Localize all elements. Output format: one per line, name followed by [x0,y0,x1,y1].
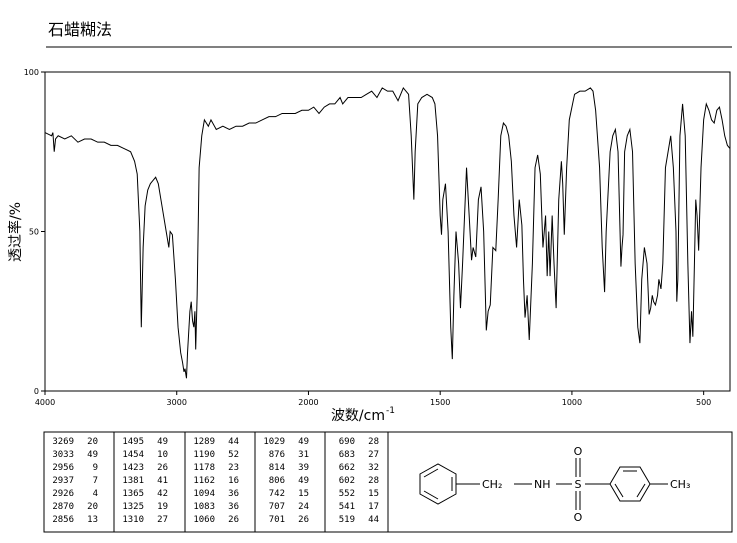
peak-transmittance: 16 [228,476,239,486]
x-axis-label: 波数/cm [331,408,385,424]
x-tick-label: 1000 [562,398,582,407]
peak-transmittance: 36 [228,502,239,512]
peak-transmittance: 31 [298,450,309,460]
peak-transmittance: 36 [228,489,239,499]
y-axis-label: 透过率/% [7,202,24,262]
peak-wavenumber: 1094 [193,489,215,499]
structure-label: NH [534,478,551,491]
peak-wavenumber: 1083 [193,502,215,512]
structure-label: CH₃ [670,478,690,491]
peak-wavenumber: 683 [339,450,355,460]
structure-label: S [575,478,582,491]
peak-transmittance: 52 [228,450,239,460]
peak-transmittance: 10 [157,450,168,460]
peak-transmittance: 9 [93,463,98,473]
peak-transmittance: 26 [157,463,168,473]
peak-transmittance: 28 [368,476,379,486]
peak-wavenumber: 1325 [122,502,144,512]
peak-wavenumber: 1495 [122,437,144,447]
peak-transmittance: 7 [93,476,98,486]
peak-wavenumber: 1310 [122,515,144,525]
peak-wavenumber: 1289 [193,437,215,447]
spectrum-line [44,86,731,379]
peak-transmittance: 15 [298,489,309,499]
peak-transmittance: 49 [157,437,168,447]
peak-transmittance: 13 [87,515,98,525]
peak-wavenumber: 552 [339,489,355,499]
x-tick-label: 2000 [298,398,318,407]
structure-label: CH₂ [482,478,502,491]
structure-bonds [419,458,668,510]
peak-wavenumber: 1178 [193,463,215,473]
peak-wavenumber: 1454 [122,450,144,460]
peak-wavenumber: 1423 [122,463,144,473]
peak-transmittance: 4 [93,489,98,499]
peak-transmittance: 26 [298,515,309,525]
peak-transmittance: 23 [228,463,239,473]
peak-transmittance: 49 [298,437,309,447]
peak-wavenumber: 814 [269,463,285,473]
peak-transmittance: 27 [368,450,379,460]
peak-wavenumber: 2937 [52,476,74,486]
peak-transmittance: 20 [87,502,98,512]
y-tick-label: 50 [29,228,39,237]
peak-transmittance: 19 [157,502,168,512]
peak-transmittance: 26 [228,515,239,525]
peak-transmittance: 49 [298,476,309,486]
structure-label: O [574,445,583,458]
peak-wavenumber: 2926 [52,489,74,499]
peak-wavenumber: 3269 [52,437,74,447]
peak-wavenumber: 876 [269,450,285,460]
peak-transmittance: 42 [157,489,168,499]
peak-wavenumber: 2956 [52,463,74,473]
peak-wavenumber: 690 [339,437,355,447]
peak-transmittance: 39 [298,463,309,473]
peak-transmittance: 49 [87,450,98,460]
peak-wavenumber: 2856 [52,515,74,525]
peak-wavenumber: 1365 [122,489,144,499]
x-axis-label-sup: -1 [386,406,395,416]
structure-label: O [574,511,583,524]
peak-transmittance: 44 [228,437,239,447]
peak-wavenumber: 602 [339,476,355,486]
peak-wavenumber: 519 [339,515,355,525]
chart-title: 石蜡糊法 [48,20,112,39]
peak-wavenumber: 1162 [193,476,215,486]
peak-wavenumber: 541 [339,502,355,512]
peak-transmittance: 27 [157,515,168,525]
x-tick-label: 1500 [430,398,450,407]
peak-wavenumber: 806 [269,476,285,486]
peak-wavenumber: 3033 [52,450,74,460]
peak-transmittance: 15 [368,489,379,499]
table-dividers [113,432,389,532]
x-tick-label: 4000 [35,398,55,407]
x-tick-label: 3000 [167,398,187,407]
peak-wavenumber: 1029 [263,437,285,447]
peak-wavenumber: 1190 [193,450,215,460]
peak-transmittance: 20 [87,437,98,447]
peak-wavenumber: 707 [269,502,285,512]
peak-wavenumber: 1381 [122,476,144,486]
plot-frame [44,71,731,392]
peak-wavenumber: 662 [339,463,355,473]
peak-wavenumber: 1060 [193,515,215,525]
peak-transmittance: 17 [368,502,379,512]
peak-transmittance: 41 [157,476,168,486]
peak-transmittance: 24 [298,502,309,512]
peak-wavenumber: 2870 [52,502,74,512]
peak-transmittance: 28 [368,437,379,447]
peak-wavenumber: 742 [269,489,285,499]
x-tick-label: 500 [696,398,711,407]
y-tick-label: 0 [34,387,39,396]
peak-wavenumber: 701 [269,515,285,525]
peak-transmittance: 32 [368,463,379,473]
y-tick-label: 100 [24,68,39,77]
peak-transmittance: 44 [368,515,379,525]
